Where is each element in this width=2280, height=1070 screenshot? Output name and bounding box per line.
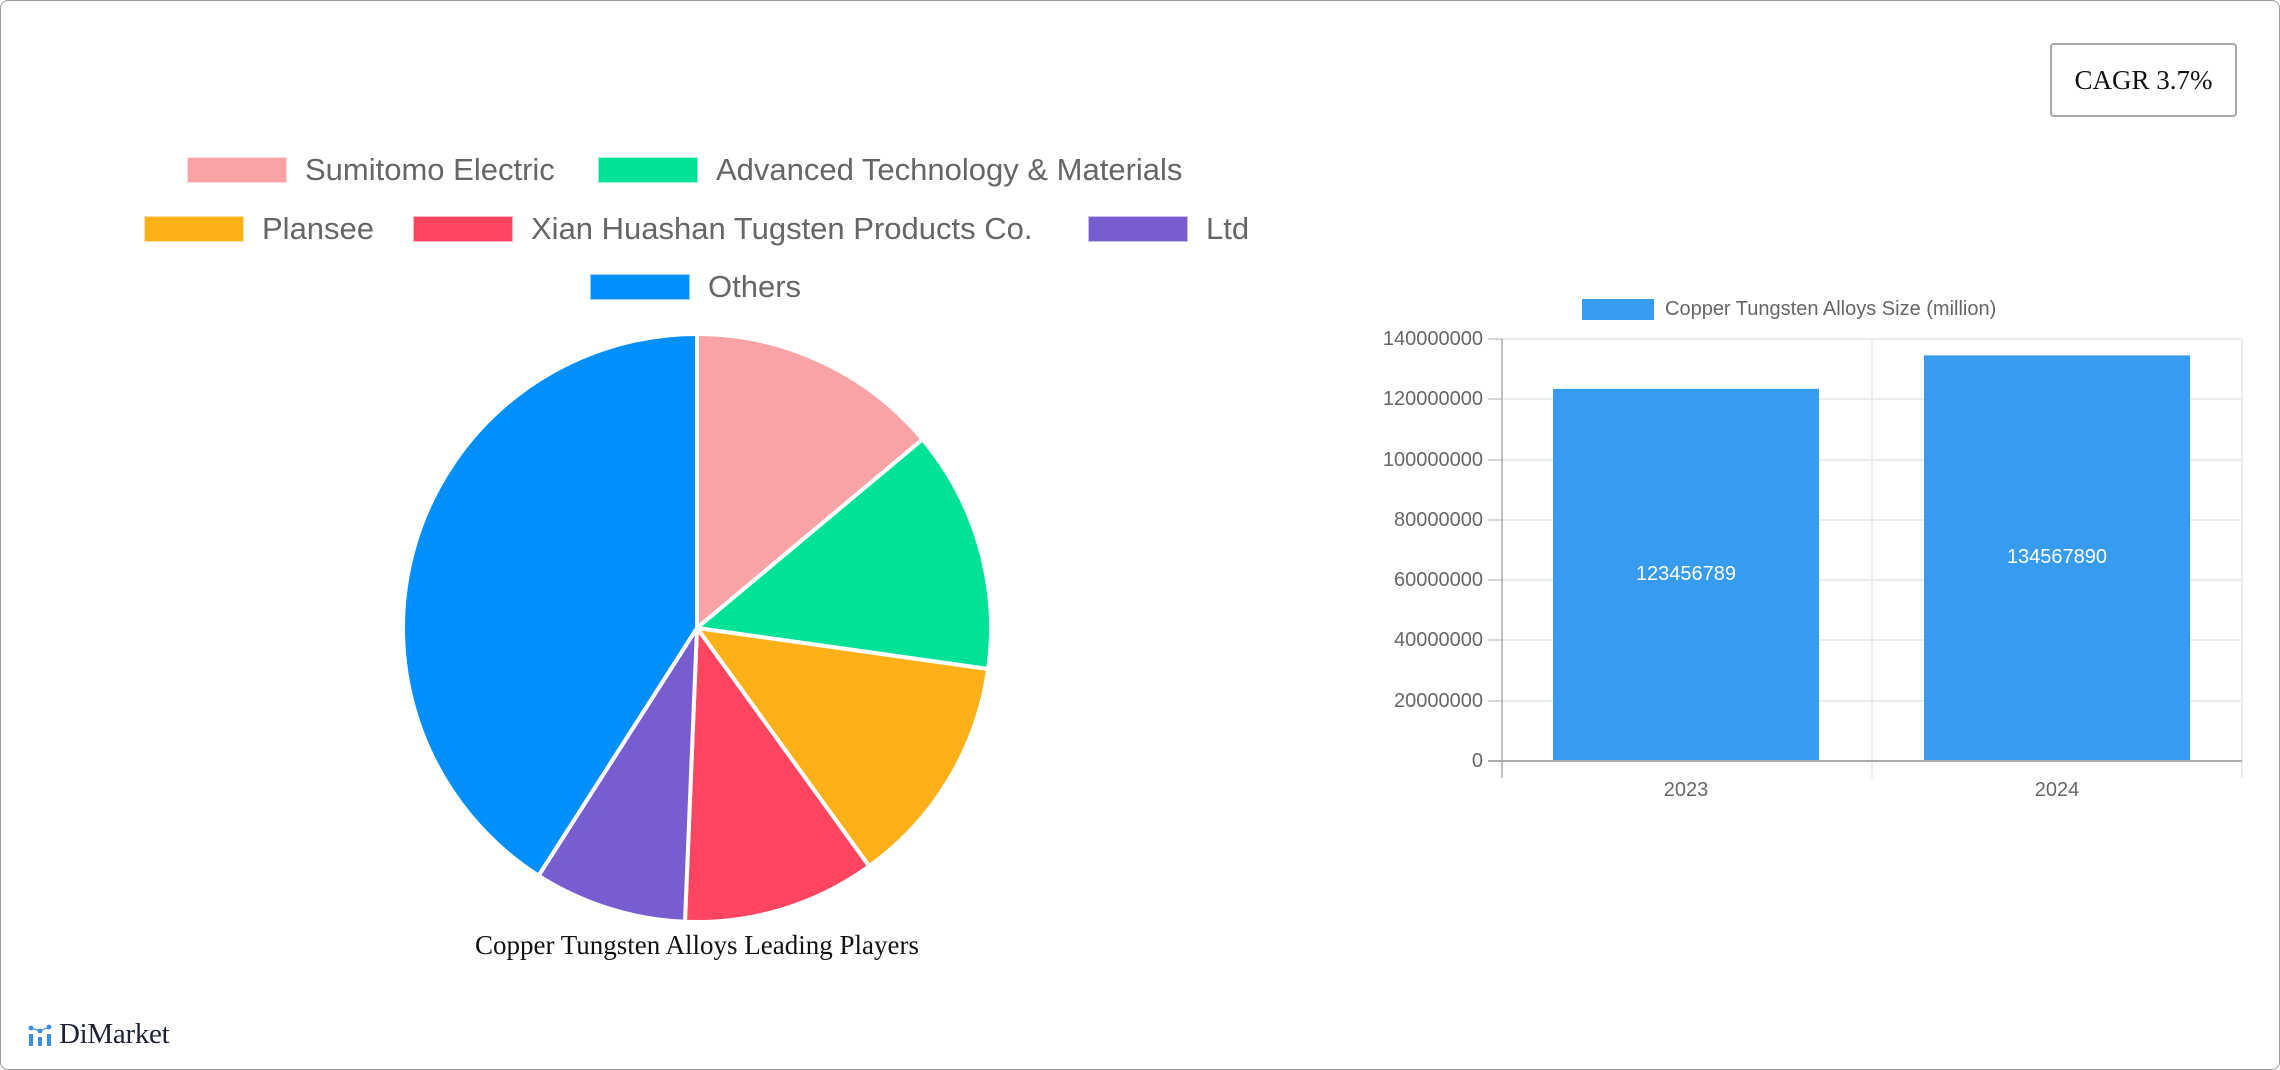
- legend-label: Copper Tungsten Alloys Size (million): [1665, 298, 1997, 320]
- pie-slice[interactable]: [695, 437, 993, 672]
- legend-label: Sumitomo Electric: [305, 152, 555, 187]
- legend-swatch-icon: [1582, 299, 1654, 320]
- legend-swatch-icon: [144, 216, 244, 242]
- y-axis-tick: 40000000: [1394, 629, 1483, 651]
- logo-text: DiMarket: [59, 1018, 170, 1050]
- y-axis-tick: 20000000: [1394, 690, 1483, 712]
- legend-swatch-icon: [1088, 216, 1188, 242]
- y-axis-tick: 0: [1471, 750, 1483, 772]
- bar-value-label: 123456789: [1635, 563, 1737, 585]
- bar-chart-logo-icon: [28, 1024, 52, 1046]
- bar[interactable]: [1553, 388, 1819, 761]
- legend-item-plansee[interactable]: Plansee: [144, 211, 375, 246]
- legend-swatch-icon: [413, 216, 513, 242]
- legend-label: Xian Huashan Tugsten Products Co.: [531, 211, 1033, 246]
- y-axis-tick: 60000000: [1394, 569, 1483, 591]
- legend-item-xian-huashan[interactable]: Xian Huashan Tugsten Products Co.: [413, 211, 1033, 246]
- y-axis-tick: 120000000: [1382, 388, 1483, 410]
- pie-slice[interactable]: [536, 626, 699, 924]
- x-axis-tick: 2024: [2034, 779, 2080, 801]
- bar-value-label: 134567890: [2006, 546, 2108, 568]
- legend-swatch-icon: [187, 157, 287, 183]
- legend-label: Ltd: [1206, 211, 1250, 246]
- y-axis-tick: 140000000: [1382, 328, 1483, 350]
- pie-slice[interactable]: [695, 332, 925, 630]
- pie-slice[interactable]: [401, 332, 699, 878]
- pie-chart-title: Copper Tungsten Alloys Leading Players: [475, 930, 919, 960]
- legend-item-ltd[interactable]: Ltd: [1088, 211, 1250, 246]
- pie-slice[interactable]: [695, 626, 991, 869]
- bar-legend-item[interactable]: Copper Tungsten Alloys Size (million): [1582, 298, 1996, 321]
- legend-item-sumitomo-electric[interactable]: Sumitomo Electric: [187, 152, 555, 187]
- pie-slice[interactable]: [682, 626, 872, 924]
- legend-item-others[interactable]: Others: [590, 269, 802, 304]
- y-axis-tick: 100000000: [1382, 449, 1483, 471]
- cagr-badge: CAGR 3.7%: [2050, 43, 2237, 117]
- legend-label: Others: [708, 269, 802, 304]
- legend-swatch-icon: [598, 157, 698, 183]
- legend-label: Advanced Technology & Materials: [716, 152, 1183, 187]
- legend-label: Plansee: [262, 211, 375, 246]
- legend-item-advanced-technology[interactable]: Advanced Technology & Materials: [598, 152, 1183, 187]
- dimarket-logo[interactable]: DiMarket: [27, 1018, 170, 1051]
- y-axis-tick: 80000000: [1394, 509, 1483, 531]
- bar[interactable]: [1924, 355, 2190, 761]
- x-axis-tick: 2023: [1663, 779, 1709, 801]
- legend-swatch-icon: [590, 274, 690, 300]
